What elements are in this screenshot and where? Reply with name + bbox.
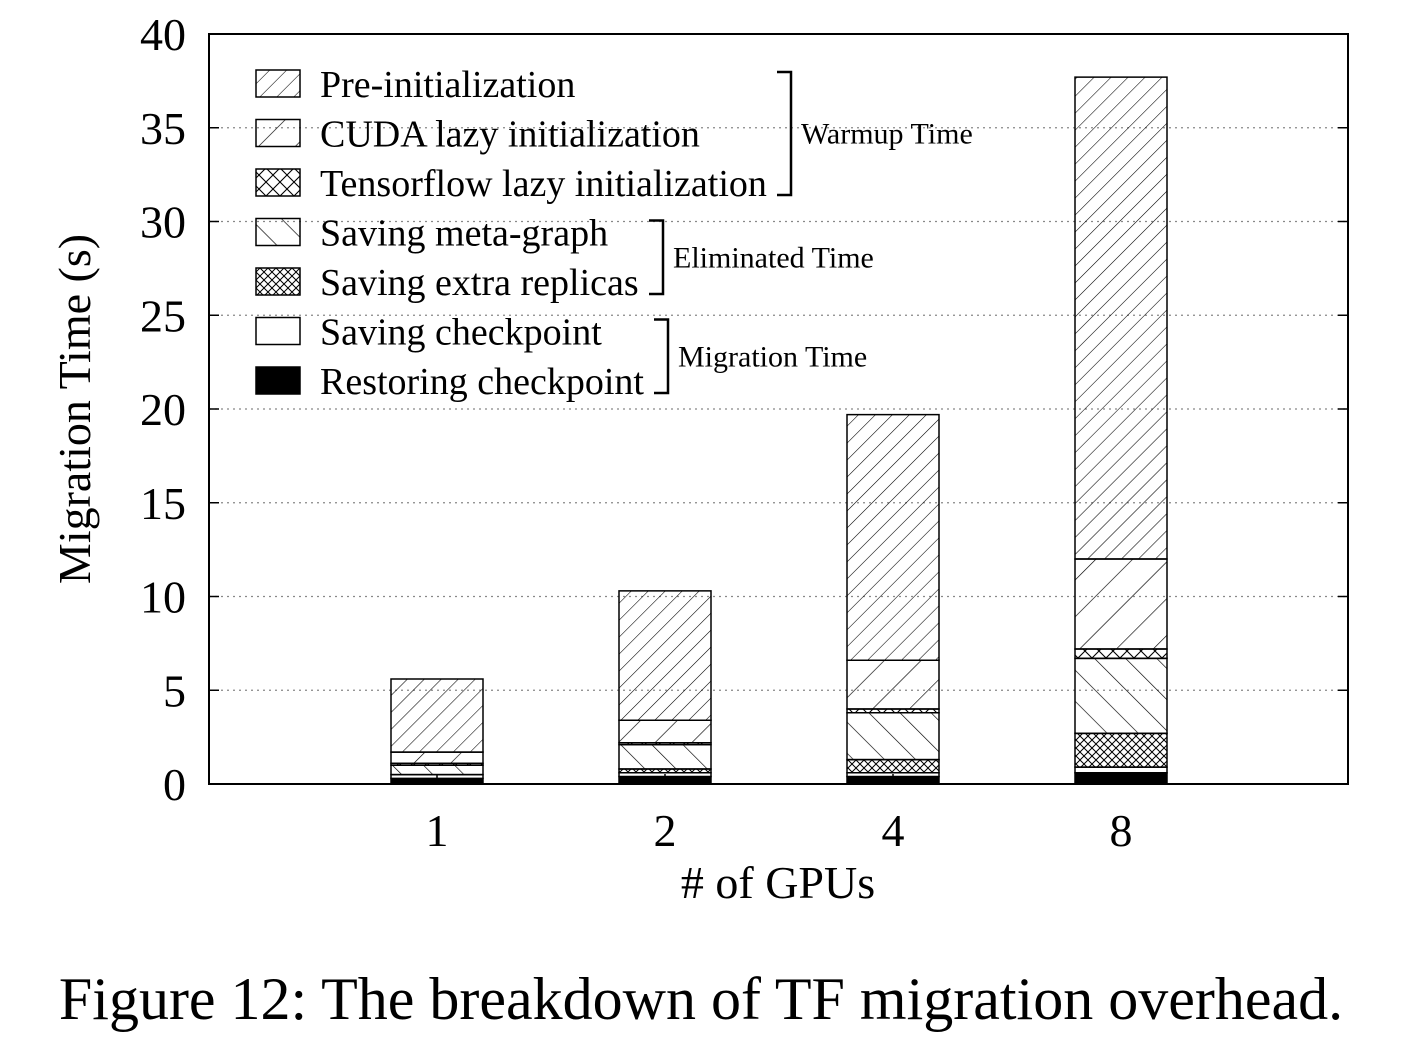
bar-segment <box>1074 732 1168 768</box>
bar-segment <box>1074 648 1168 660</box>
y-tick-label: 5 <box>163 665 186 716</box>
legend-label: Restoring checkpoint <box>320 361 644 403</box>
x-tick-label: 4 <box>882 805 905 856</box>
x-tick-label: 2 <box>654 805 677 856</box>
group-bracket <box>777 70 793 197</box>
group-bracket <box>649 219 665 296</box>
legend-swatch <box>255 366 301 395</box>
x-axis-label: # of GPUs <box>681 857 875 908</box>
group-label: Eliminated Time <box>673 241 874 274</box>
legend-label: Saving checkpoint <box>320 312 602 354</box>
group-bracket <box>654 318 670 395</box>
y-tick-label: 25 <box>140 290 186 341</box>
legend-swatch <box>255 118 301 148</box>
y-tick-label: 40 <box>140 9 186 60</box>
legend-label: CUDA lazy initialization <box>320 114 700 156</box>
stacked-bar-chart: 0 5 10 15 20 25 30 35 40 1 2 4 8 Migration Time (s)… <box>49 9 1349 908</box>
x-axis: 1 2 4 8 <box>426 774 1133 856</box>
legend-groups: Warmup Time Eliminated Time Migration Time <box>649 70 973 395</box>
bar-segment <box>618 590 712 721</box>
bar-segment <box>846 758 940 774</box>
y-axis: 0 5 10 15 20 25 30 35 40 <box>140 9 1348 810</box>
y-tick-label: 30 <box>140 197 186 248</box>
bar-segment <box>1074 76 1168 560</box>
y-tick-label: 0 <box>163 759 186 810</box>
bar-segment <box>846 413 940 661</box>
bar-segment <box>390 678 484 753</box>
group-label: Migration Time <box>678 340 867 373</box>
x-tick-label: 8 <box>1110 805 1133 856</box>
y-tick-label: 35 <box>140 103 186 154</box>
legend-label: Tensorflow lazy initialization <box>320 163 767 205</box>
bar-segment <box>618 719 712 744</box>
bar-segment <box>390 751 484 765</box>
figure-caption: Figure 12: The breakdown of TF migration… <box>58 966 1344 1032</box>
bar-segment <box>1074 657 1168 735</box>
bar-segment <box>846 712 940 761</box>
legend-swatch <box>255 217 301 247</box>
bar-segment <box>846 659 940 710</box>
y-tick-label: 15 <box>140 478 186 529</box>
bar-segment <box>390 764 484 776</box>
legend-label: Saving meta-graph <box>320 213 608 255</box>
y-tick-label: 20 <box>140 384 186 435</box>
legend-swatch <box>255 316 301 346</box>
legend-swatch <box>255 168 301 197</box>
legend-label: Pre-initialization <box>320 64 575 106</box>
legend-label: Saving extra replicas <box>320 262 639 304</box>
bar-segment <box>1074 766 1168 774</box>
bars <box>390 76 1168 785</box>
legend-swatch <box>255 267 301 296</box>
legend: Pre-initialization CUDA lazy initializati… <box>255 64 767 403</box>
legend-swatch <box>255 69 301 98</box>
bar-segment <box>618 743 712 770</box>
y-axis-label: Migration Time (s) <box>49 234 100 584</box>
y-tick-label: 10 <box>140 572 186 623</box>
bar-segment <box>1074 558 1168 650</box>
x-tick-label: 1 <box>426 805 449 856</box>
group-label: Warmup Time <box>801 118 973 151</box>
